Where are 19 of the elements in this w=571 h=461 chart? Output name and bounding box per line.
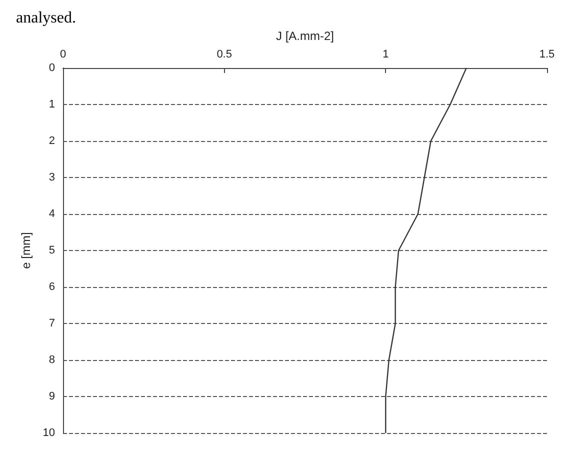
x-tick-label: 0: [60, 48, 66, 60]
y-tick-label: 7: [48, 318, 55, 330]
y-tick-label: 1: [48, 98, 55, 110]
x-tick-label: 1: [382, 48, 389, 60]
x-tick-label: 1.5: [539, 48, 555, 60]
y-tick-label: 9: [48, 390, 55, 402]
y-tick-label: 6: [48, 281, 55, 293]
y-tick-label: 10: [42, 427, 55, 439]
y-tick-label: 8: [48, 354, 55, 366]
y-tick-label: 4: [48, 208, 55, 220]
y-tick-label: 2: [48, 135, 55, 147]
y-tick-label: 3: [48, 172, 55, 184]
text: analysed.: [16, 10, 76, 26]
y-tick-label: 0: [48, 62, 55, 74]
x-axis-title: J [A.mm-2]: [276, 29, 334, 43]
y-tick-label: 5: [48, 244, 55, 256]
x-tick-label: 0.5: [216, 48, 232, 60]
y-axis-title: e [mm]: [18, 232, 33, 269]
line-series: [385, 67, 467, 434]
